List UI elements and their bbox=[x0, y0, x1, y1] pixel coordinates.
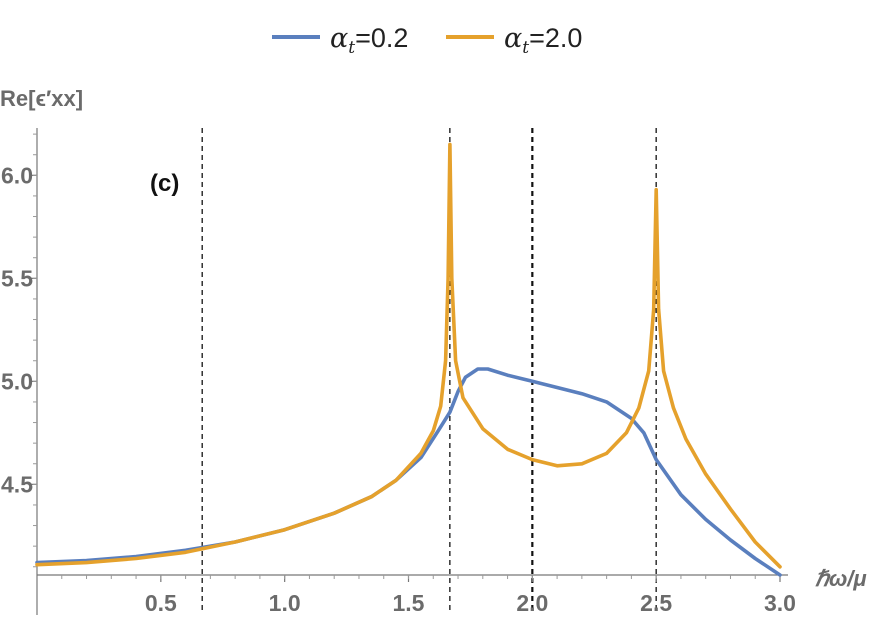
legend-label-2: αt=2.0 bbox=[504, 23, 582, 58]
y-tick-label: 6.0 bbox=[1, 162, 33, 188]
x-tick-label: 2.5 bbox=[640, 590, 672, 616]
series-layer bbox=[35, 142, 782, 577]
y-tick-label: 5.0 bbox=[1, 368, 33, 394]
series-line-2 bbox=[35, 142, 782, 569]
vertical-reference-lines bbox=[201, 128, 657, 610]
x-tick-label: 2.0 bbox=[516, 590, 548, 616]
y-tick-label: 4.5 bbox=[1, 471, 33, 497]
axes: 0.5 1.0 1.5 2.0 2.5 3.0 4.5 5.0 5.5 6.0 bbox=[1, 128, 796, 616]
x-tick-label: 3.0 bbox=[764, 590, 796, 616]
panel-label: (c) bbox=[150, 170, 179, 197]
y-tick-label: 5.5 bbox=[1, 265, 33, 291]
legend-label-1: αt=0.2 bbox=[330, 23, 408, 58]
x-axis-label: ℏω/μ bbox=[815, 566, 867, 591]
x-tick-label: 1.0 bbox=[269, 590, 301, 616]
series-line-1 bbox=[35, 367, 782, 577]
x-tick-label: 1.5 bbox=[393, 590, 425, 616]
x-tick-label: 0.5 bbox=[145, 590, 177, 616]
y-axis-label: Re[ϵ′xx] bbox=[0, 86, 83, 111]
chart-legend: αt=0.2 αt=2.0 bbox=[272, 23, 582, 58]
